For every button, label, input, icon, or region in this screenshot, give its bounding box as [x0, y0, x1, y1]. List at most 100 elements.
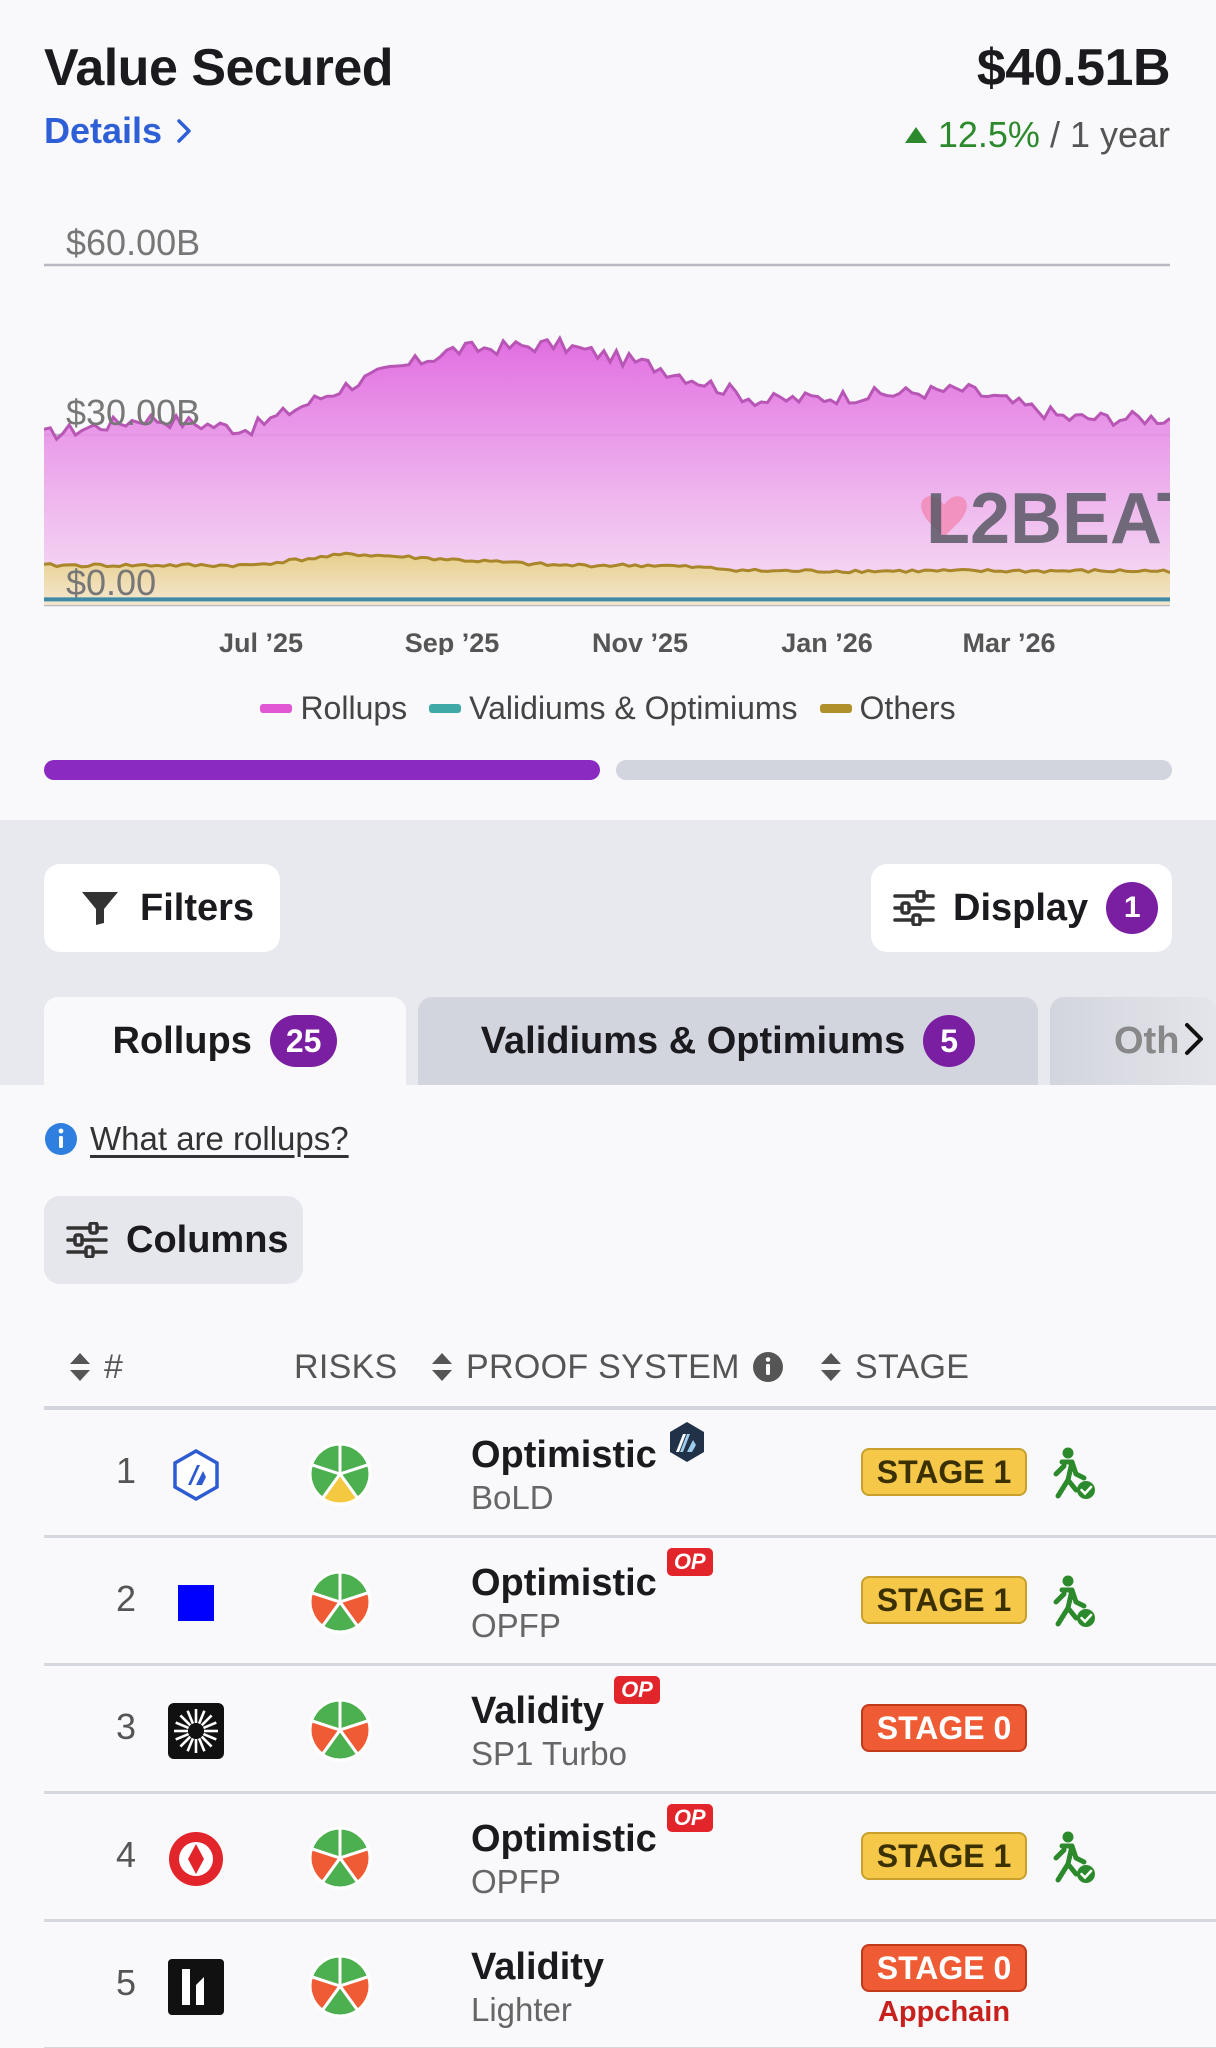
info-link-label: What are rollups? — [90, 1120, 349, 1157]
table-row[interactable]: 1 Optimistic BoLD STAGE 1 — [44, 1410, 1216, 1538]
legend-swatch — [429, 704, 462, 713]
info-icon — [45, 1123, 77, 1155]
filters-button[interactable]: Filters — [44, 864, 280, 952]
proof-subtype: OPFP — [471, 1607, 561, 1644]
column-header-risks: RISKS — [294, 1345, 398, 1389]
row-number: 3 — [115, 1706, 137, 1747]
risk-rosette-icon[interactable] — [308, 1954, 372, 2018]
column-header-proof-system[interactable]: PROOF SYSTEM — [430, 1345, 784, 1389]
proof-type: Optimistic — [471, 1434, 657, 1476]
risk-rosette-icon[interactable] — [308, 1570, 372, 1634]
table-row[interactable]: 3 Validity OP SP1 Turbo STAGE 0 — [44, 1666, 1216, 1794]
page-title: Value Secured — [44, 39, 394, 97]
display-button[interactable]: Display 1 — [871, 864, 1172, 952]
stage-badge[interactable]: STAGE 1 — [861, 1832, 1027, 1880]
walking-person-check-icon[interactable] — [1048, 1574, 1098, 1630]
project-logo[interactable] — [166, 1573, 226, 1633]
what-are-rollups-link[interactable]: What are rollups? — [44, 1120, 349, 1158]
sort-icon — [821, 1353, 841, 1381]
column-header-label: # — [104, 1347, 124, 1386]
sliders-icon — [893, 890, 935, 926]
sliders-icon — [66, 1222, 108, 1258]
risk-rosette-icon[interactable] — [308, 1826, 372, 1890]
legend-label: Validiums & Optimiums — [469, 690, 798, 726]
stage-badge[interactable]: STAGE 1 — [861, 1448, 1027, 1496]
risk-rosette-icon[interactable] — [308, 1442, 372, 1506]
tab-label: Validiums & Optimiums — [480, 1019, 906, 1062]
info-icon[interactable] — [752, 1351, 784, 1383]
proof-system-cell: Validity Lighter — [471, 1946, 604, 2029]
proof-system-cell: Optimistic BoLD — [471, 1422, 707, 1517]
walking-person-check-icon[interactable] — [1048, 1830, 1098, 1886]
stage-badge[interactable]: STAGE 0 — [861, 1944, 1027, 1992]
proof-system-cell: Validity OP SP1 Turbo — [471, 1676, 660, 1773]
tab-validiums-optimiums[interactable]: Validiums & Optimiums 5 — [418, 997, 1038, 1085]
tab-label: Rollups — [112, 1019, 252, 1062]
project-logo[interactable] — [166, 1829, 226, 1889]
x-tick-label: Jul ’25 — [219, 628, 303, 655]
display-label: Display — [953, 886, 1089, 929]
table-row[interactable]: 2 Optimistic OP OPFP STAGE 1 — [44, 1538, 1216, 1666]
proof-system-cell: Optimistic OP OPFP — [471, 1548, 713, 1645]
chevron-right-icon — [177, 119, 191, 143]
legend-item-validiums[interactable]: Validiums & Optimiums — [429, 690, 798, 727]
sort-icon — [432, 1353, 452, 1381]
proof-system-cell: Optimistic OP OPFP — [471, 1804, 713, 1901]
risk-rosette-icon[interactable] — [308, 1698, 372, 1762]
legend-swatch — [260, 704, 293, 713]
project-logo[interactable] — [166, 1445, 226, 1505]
filters-label: Filters — [140, 886, 255, 929]
value-secured-chart[interactable]: $60.00B $30.00B $0.00 Jul ’25 Sep ’25 Nov ’2… — [44, 215, 1170, 655]
arbitrum-badge-icon — [669, 1422, 704, 1462]
tab-rollups[interactable]: Rollups 25 — [44, 997, 406, 1085]
details-link[interactable]: Details — [44, 110, 192, 152]
project-logo[interactable] — [166, 1701, 226, 1761]
legend-item-rollups[interactable]: Rollups — [260, 690, 407, 727]
tab-count-badge: 5 — [923, 1015, 976, 1067]
table-row[interactable]: 5 Validity Lighter STAGE 0 Appchain — [44, 1922, 1216, 2048]
proof-type: Optimistic — [471, 1562, 657, 1604]
op-stack-badge: OP — [614, 1676, 660, 1704]
x-tick-label: Jan ’26 — [781, 628, 873, 655]
proof-subtype: Lighter — [471, 1991, 572, 2028]
column-header-label: PROOF SYSTEM — [466, 1347, 740, 1386]
y-tick-label: $60.00B — [66, 222, 200, 263]
series-others-line — [44, 551, 1170, 575]
column-header-stage[interactable]: STAGE — [819, 1345, 969, 1389]
range-slider-selected[interactable] — [44, 760, 600, 780]
x-tick-label: Nov ’25 — [592, 628, 688, 655]
chevron-right-icon[interactable] — [1182, 1019, 1206, 1059]
walking-person-check-icon[interactable] — [1048, 1446, 1098, 1502]
series-others-area — [44, 553, 1170, 605]
y-tick-label: $30.00B — [66, 392, 200, 433]
column-header-num[interactable]: # — [68, 1345, 123, 1389]
change-period: / 1 year — [1049, 114, 1170, 155]
proof-subtype: SP1 Turbo — [471, 1735, 627, 1772]
table-header-divider — [44, 1406, 1216, 1410]
x-tick-label: Sep ’25 — [405, 628, 500, 655]
row-number: 1 — [115, 1450, 137, 1491]
funnel-icon — [82, 892, 118, 925]
y-tick-label: $0.00 — [66, 562, 156, 603]
l2beat-watermark: L2BEAT — [921, 479, 1170, 559]
row-number: 2 — [115, 1578, 137, 1619]
range-slider-track[interactable] — [616, 760, 1172, 780]
proof-subtype: BoLD — [471, 1479, 554, 1516]
series-rollups-area — [44, 338, 1170, 605]
table-row[interactable]: 4 Optimistic OP OPFP STAGE 1 — [44, 1794, 1216, 1922]
tab-label: Oth — [1114, 1019, 1180, 1062]
legend-swatch — [819, 704, 852, 713]
display-count-badge: 1 — [1106, 882, 1159, 934]
proof-subtype: OPFP — [471, 1863, 561, 1900]
legend-item-others[interactable]: Others — [819, 690, 956, 727]
columns-button[interactable]: Columns — [44, 1196, 303, 1284]
proof-type: Validity — [471, 1946, 605, 1988]
legend-label: Others — [859, 690, 956, 726]
stage-badge[interactable]: STAGE 0 — [861, 1704, 1027, 1752]
row-number: 5 — [115, 1962, 137, 2003]
series-rollups-line — [44, 334, 1170, 442]
tab-others[interactable]: Oth — [1050, 997, 1216, 1085]
stage-badge[interactable]: STAGE 1 — [861, 1576, 1027, 1624]
op-stack-badge: OP — [666, 1548, 713, 1576]
project-logo[interactable] — [166, 1957, 226, 2017]
